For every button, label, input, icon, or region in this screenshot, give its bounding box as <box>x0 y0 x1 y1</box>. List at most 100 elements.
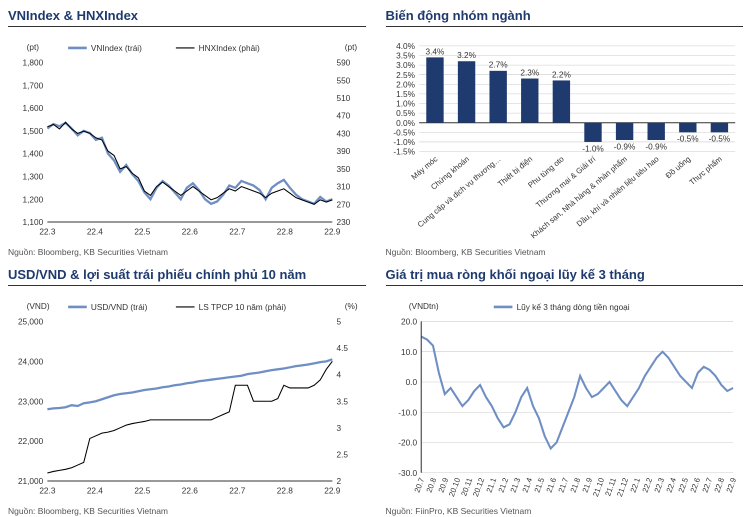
svg-text:(pt): (pt) <box>27 43 40 52</box>
svg-text:0.5%: 0.5% <box>396 109 415 118</box>
title-tl: VNIndex & HNXIndex <box>8 8 366 27</box>
svg-text:1,800: 1,800 <box>23 59 44 68</box>
svg-text:-30.0: -30.0 <box>398 469 417 478</box>
svg-text:0.0: 0.0 <box>405 378 417 387</box>
svg-text:-0.5%: -0.5% <box>708 135 730 144</box>
svg-text:470: 470 <box>336 112 350 121</box>
svg-text:3: 3 <box>336 424 341 433</box>
svg-text:1,600: 1,600 <box>23 104 44 113</box>
svg-text:10.0: 10.0 <box>400 348 416 357</box>
panel-sector-change: Biến động nhóm ngành -1.5%-1.0%-0.5%0.0%… <box>386 8 744 257</box>
svg-text:2.3%: 2.3% <box>520 68 539 77</box>
svg-text:22.5: 22.5 <box>134 227 150 236</box>
svg-text:230: 230 <box>336 218 350 227</box>
title-tr: Biến động nhóm ngành <box>386 8 744 27</box>
svg-text:1,200: 1,200 <box>23 195 44 204</box>
svg-text:-0.9%: -0.9% <box>645 142 667 151</box>
svg-text:22.6: 22.6 <box>182 227 198 236</box>
svg-text:1.0%: 1.0% <box>396 100 415 109</box>
svg-text:-10.0: -10.0 <box>398 409 417 418</box>
svg-text:4.5: 4.5 <box>336 344 348 353</box>
chart-tl: VNIndex (trái) HNXIndex (phải) (pt) (pt) 1,1… <box>8 33 366 245</box>
svg-text:1.5%: 1.5% <box>396 90 415 99</box>
svg-text:22.9: 22.9 <box>324 487 340 496</box>
svg-text:(VND): (VND) <box>27 302 50 311</box>
panel-foreign-netbuy: Giá trị mua ròng khối ngoại lũy kế 3 thá… <box>386 267 744 516</box>
svg-text:1,100: 1,100 <box>23 218 44 227</box>
title-br: Giá trị mua ròng khối ngoại lũy kế 3 thá… <box>386 267 744 286</box>
chart-bl: USD/VND (trái)LS TPCP 10 năm (phải)(VND)… <box>8 292 366 504</box>
svg-text:350: 350 <box>336 165 350 174</box>
svg-text:510: 510 <box>336 94 350 103</box>
svg-text:2.5: 2.5 <box>336 451 348 460</box>
svg-text:22.9: 22.9 <box>324 227 340 236</box>
svg-text:-1.0%: -1.0% <box>393 138 415 147</box>
svg-text:590: 590 <box>336 59 350 68</box>
svg-text:22.8: 22.8 <box>277 487 293 496</box>
svg-text:2.0%: 2.0% <box>396 80 415 89</box>
svg-text:22.4: 22.4 <box>87 487 103 496</box>
title-bl: USD/VND & lợi suất trái phiếu chính phủ … <box>8 267 366 286</box>
svg-text:390: 390 <box>336 147 350 156</box>
svg-text:-1.5%: -1.5% <box>393 148 415 157</box>
svg-text:22.3: 22.3 <box>39 487 55 496</box>
svg-text:550: 550 <box>336 76 350 85</box>
svg-text:(pt): (pt) <box>345 43 358 52</box>
svg-text:21,000: 21,000 <box>18 477 44 486</box>
source-br: Nguồn: FiinPro, KB Securities Vietnam <box>386 506 744 516</box>
source-bl: Nguồn: Bloomberg, KB Securities Vietnam <box>8 506 366 516</box>
svg-text:20.0: 20.0 <box>400 318 416 327</box>
svg-text:1,300: 1,300 <box>23 173 44 182</box>
svg-text:2.7%: 2.7% <box>488 61 507 70</box>
svg-text:22.8: 22.8 <box>277 227 293 236</box>
svg-text:3.5%: 3.5% <box>396 52 415 61</box>
svg-text:23,000: 23,000 <box>18 398 44 407</box>
svg-text:(%): (%) <box>345 302 358 311</box>
svg-text:1,400: 1,400 <box>23 150 44 159</box>
svg-text:2.2%: 2.2% <box>551 70 570 79</box>
svg-text:Thực phẩm: Thực phẩm <box>687 154 723 186</box>
svg-text:-1.0%: -1.0% <box>582 144 604 153</box>
svg-text:-20.0: -20.0 <box>398 439 417 448</box>
panel-usdvnd-bond: USD/VND & lợi suất trái phiếu chính phủ … <box>8 267 366 516</box>
svg-text:Lũy kế 3 tháng dòng tiền ngoại: Lũy kế 3 tháng dòng tiền ngoại <box>516 303 629 312</box>
svg-text:USD/VND (trái): USD/VND (trái) <box>91 303 148 312</box>
svg-text:2: 2 <box>336 477 341 486</box>
svg-text:2.5%: 2.5% <box>396 71 415 80</box>
svg-text:3.2%: 3.2% <box>457 51 476 60</box>
svg-text:HNXIndex (phải): HNXIndex (phải) <box>199 44 260 53</box>
svg-text:22.6: 22.6 <box>182 487 198 496</box>
svg-text:22.3: 22.3 <box>39 227 55 236</box>
svg-text:4: 4 <box>336 371 341 380</box>
svg-text:4.0%: 4.0% <box>396 42 415 51</box>
svg-text:270: 270 <box>336 200 350 209</box>
svg-text:-0.9%: -0.9% <box>613 142 635 151</box>
svg-text:3.0%: 3.0% <box>396 61 415 70</box>
svg-text:3.5: 3.5 <box>336 398 348 407</box>
chart-tr: -1.5%-1.0%-0.5%0.0%0.5%1.0%1.5%2.0%2.5%3… <box>386 33 744 245</box>
svg-text:310: 310 <box>336 183 350 192</box>
svg-text:VNIndex (trái): VNIndex (trái) <box>91 44 142 53</box>
svg-text:24,000: 24,000 <box>18 358 44 367</box>
svg-text:5: 5 <box>336 318 341 327</box>
svg-text:0.0%: 0.0% <box>396 119 415 128</box>
svg-text:Đồ uống: Đồ uống <box>663 154 691 180</box>
svg-text:22.9: 22.9 <box>724 477 738 494</box>
source-tr: Nguồn: Bloomberg, KB Securities Vietnam <box>386 247 744 257</box>
svg-text:22,000: 22,000 <box>18 437 44 446</box>
svg-text:(VNDtn): (VNDtn) <box>408 302 438 311</box>
svg-text:-0.5%: -0.5% <box>393 128 415 137</box>
svg-text:-0.5%: -0.5% <box>677 135 699 144</box>
svg-text:1,700: 1,700 <box>23 81 44 90</box>
svg-text:Máy móc: Máy móc <box>409 154 439 181</box>
svg-text:25,000: 25,000 <box>18 318 44 327</box>
source-tl: Nguồn: Bloomberg, KB Securities Vietnam <box>8 247 366 257</box>
svg-text:22.7: 22.7 <box>229 487 245 496</box>
chart-br: (VNDtn) Lũy kế 3 tháng dòng tiền ngoại -30… <box>386 292 744 504</box>
svg-text:1,500: 1,500 <box>23 127 44 136</box>
svg-text:22.7: 22.7 <box>229 227 245 236</box>
panel-vnindex-hnxindex: VNIndex & HNXIndex VNIndex (trái) HNXInde… <box>8 8 366 257</box>
svg-text:22.4: 22.4 <box>87 227 103 236</box>
svg-text:3.4%: 3.4% <box>425 47 444 56</box>
svg-text:430: 430 <box>336 129 350 138</box>
